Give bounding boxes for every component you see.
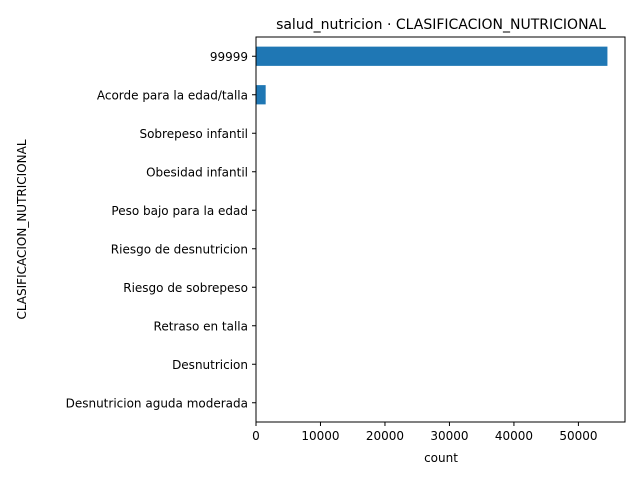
x-tick-label-3: 30000 [430,429,468,443]
y-tick-label-0: 99999 [210,50,248,64]
x-tick-label-2: 20000 [366,429,404,443]
x-tick-label-5: 50000 [559,429,597,443]
x-axis-label: count [424,451,458,465]
y-tick-label-3: Obesidad infantil [146,165,248,179]
y-tick-label-5: Riesgo de desnutricion [111,242,248,256]
y-tick-label-1: Acorde para la edad/talla [97,88,248,102]
chart-title: salud_nutricion · CLASIFICACION_NUTRICIO… [276,17,606,33]
plot-frame [256,37,625,422]
x-tick-label-0: 0 [252,429,260,443]
y-tick-label-7: Retraso en talla [154,319,248,333]
bar-0 [256,47,607,66]
x-tick-label-1: 10000 [301,429,339,443]
y-tick-label-4: Peso bajo para la edad [111,204,248,218]
y-tick-label-9: Desnutricion aguda moderada [66,396,248,410]
y-tick-label-2: Sobrepeso infantil [139,127,248,141]
y-tick-label-6: Riesgo de sobrepeso [123,281,248,295]
x-tick-label-4: 40000 [495,429,533,443]
y-axis-label: CLASIFICACION_NUTRICIONAL [15,139,29,319]
bar-1 [256,85,266,104]
y-tick-label-8: Desnutricion [172,358,248,372]
